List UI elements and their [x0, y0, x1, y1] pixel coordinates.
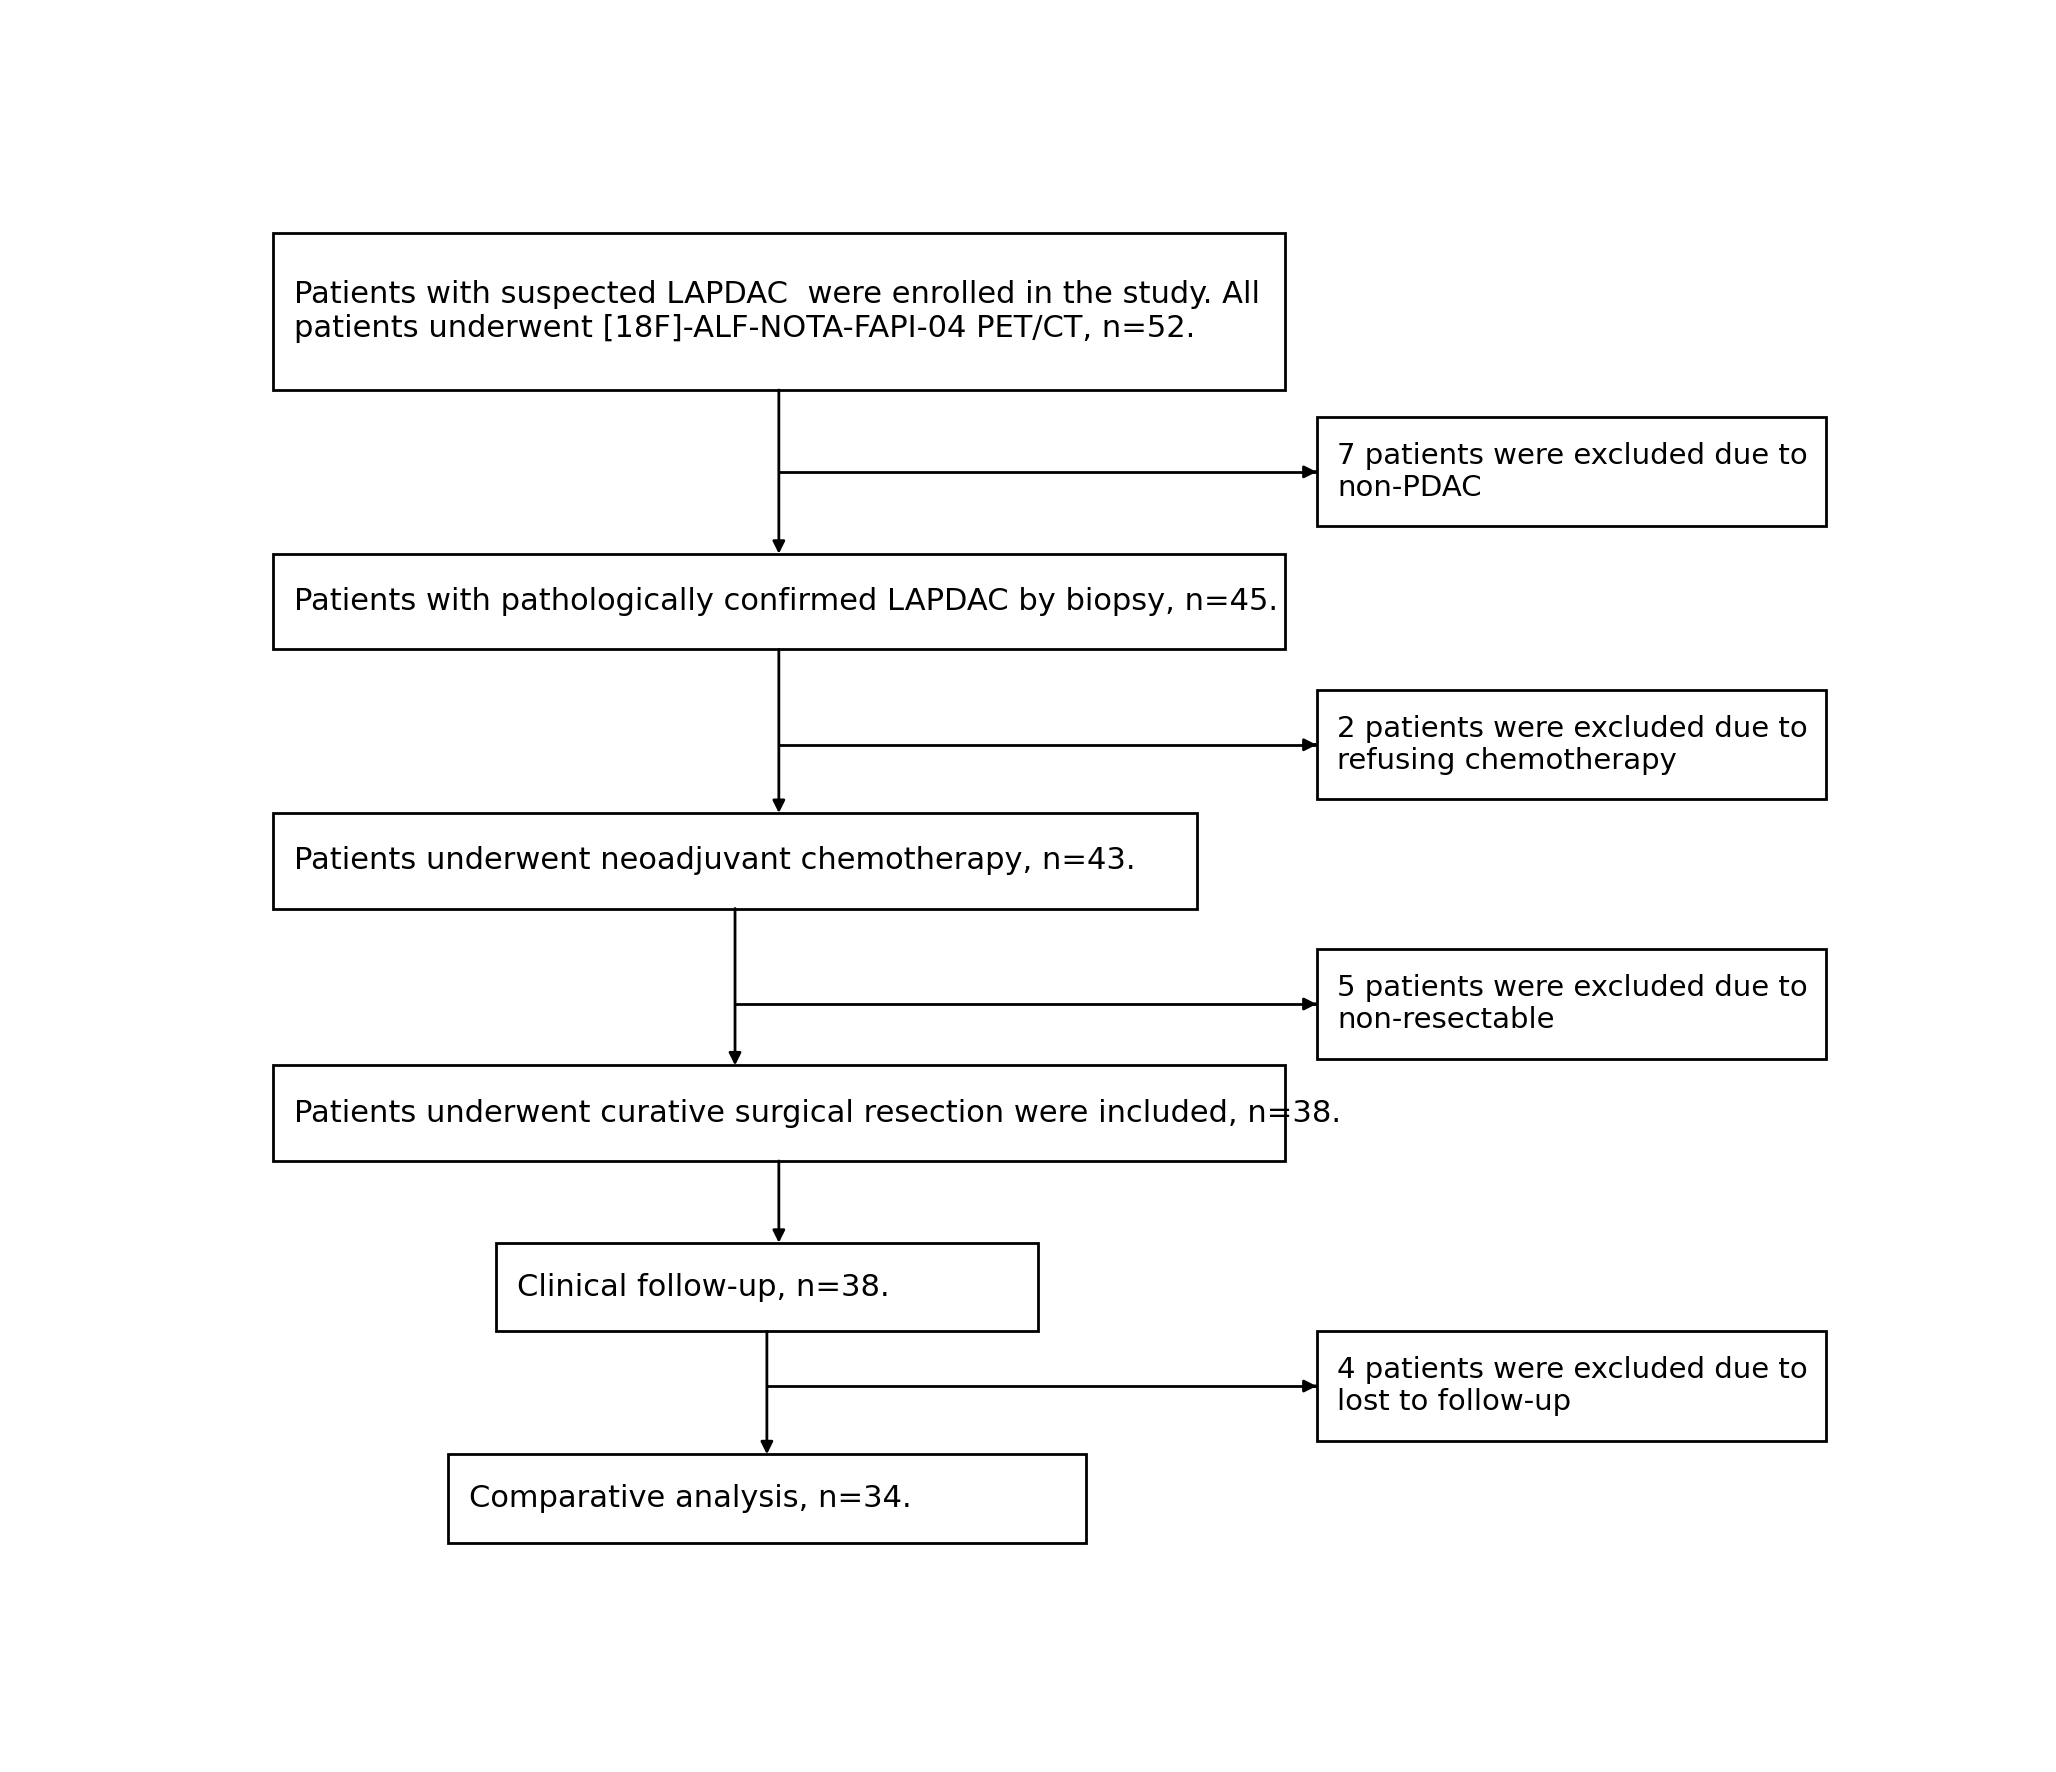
Text: Patients underwent neoadjuvant chemotherapy, n=43.: Patients underwent neoadjuvant chemother… [294, 847, 1135, 875]
FancyBboxPatch shape [1316, 1331, 1826, 1441]
FancyBboxPatch shape [1316, 691, 1826, 799]
FancyBboxPatch shape [495, 1242, 1038, 1331]
Text: Patients with suspected LAPDAC  were enrolled in the study. All
patients underwe: Patients with suspected LAPDAC were enro… [294, 280, 1260, 342]
Text: 5 patients were excluded due to
non-resectable: 5 patients were excluded due to non-rese… [1336, 975, 1807, 1035]
FancyBboxPatch shape [273, 234, 1285, 390]
Text: 4 patients were excluded due to
lost to follow-up: 4 patients were excluded due to lost to … [1336, 1356, 1807, 1416]
FancyBboxPatch shape [1316, 950, 1826, 1058]
Text: 7 patients were excluded due to
non-PDAC: 7 patients were excluded due to non-PDAC [1336, 441, 1807, 501]
Text: Patients with pathologically confirmed LAPDAC by biopsy, n=45.: Patients with pathologically confirmed L… [294, 587, 1277, 617]
Text: Patients underwent curative surgical resection were included, n=38.: Patients underwent curative surgical res… [294, 1099, 1341, 1127]
Text: Clinical follow-up, n=38.: Clinical follow-up, n=38. [516, 1272, 890, 1302]
FancyBboxPatch shape [273, 1065, 1285, 1161]
FancyBboxPatch shape [448, 1455, 1086, 1543]
FancyBboxPatch shape [1316, 418, 1826, 526]
Text: Comparative analysis, n=34.: Comparative analysis, n=34. [469, 1485, 911, 1513]
FancyBboxPatch shape [273, 555, 1285, 649]
FancyBboxPatch shape [273, 813, 1197, 909]
Text: 2 patients were excluded due to
refusing chemotherapy: 2 patients were excluded due to refusing… [1336, 714, 1807, 774]
